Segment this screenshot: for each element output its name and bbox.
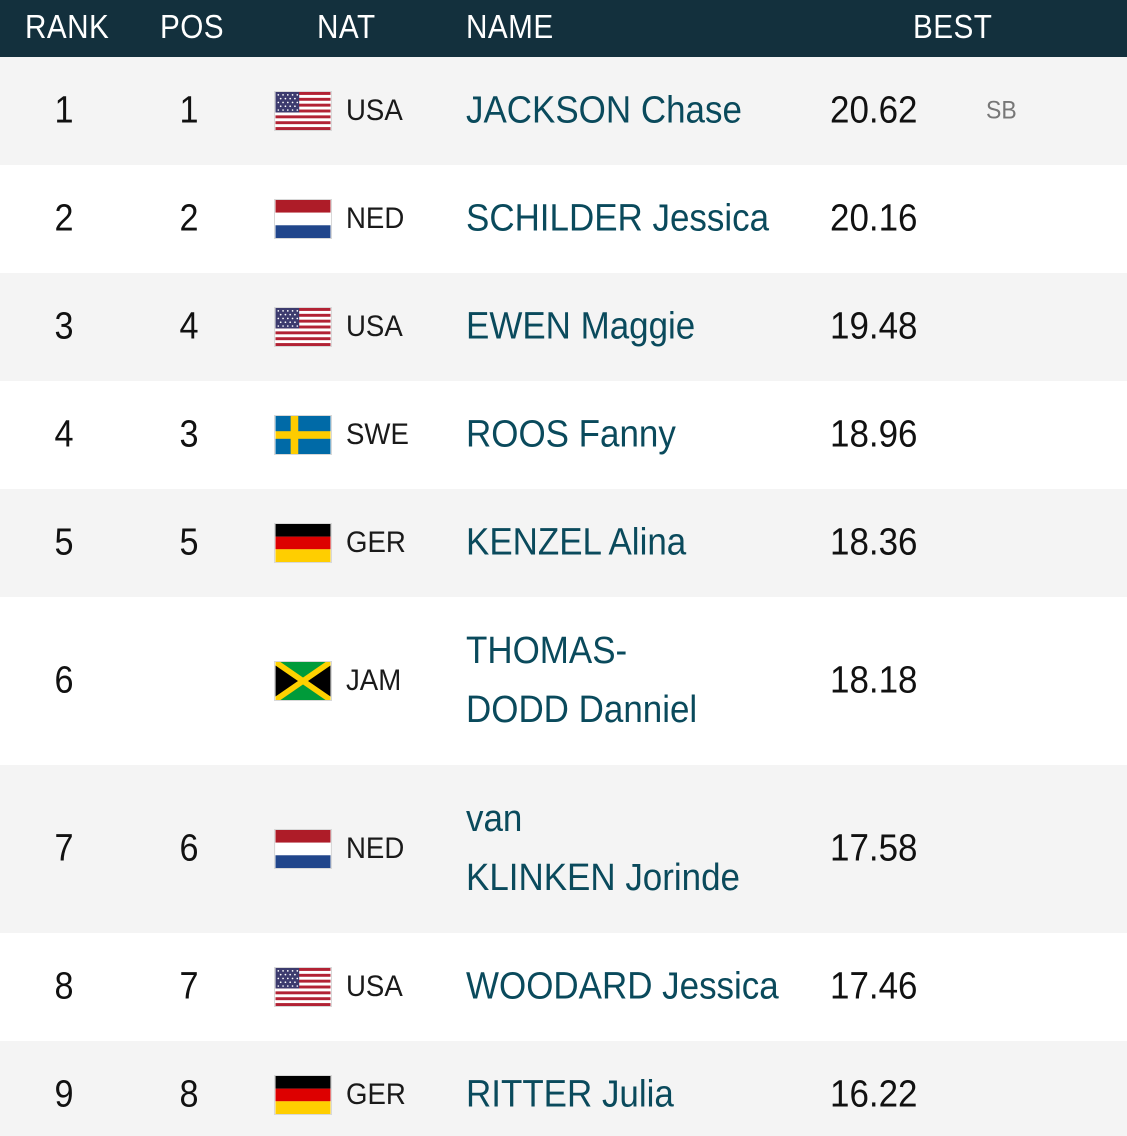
rank-cell: 4 (54, 413, 74, 456)
nat-cell: USA (346, 310, 403, 343)
pos-cell: 8 (179, 1073, 199, 1116)
athlete-name-link[interactable]: SCHILDER Jessica (466, 197, 770, 240)
pos-cell: 1 (179, 89, 199, 132)
usa-flag-icon (274, 91, 332, 131)
table-row[interactable]: 4 3 SWE ROOS Fanny 18.96 (0, 381, 1127, 489)
pos-cell: 3 (179, 413, 199, 456)
athlete-name-link[interactable]: ROOS Fanny (466, 413, 676, 456)
nat-cell: JAM (346, 664, 402, 697)
best-mark: 18.96 (830, 413, 918, 456)
rank-cell: 2 (54, 197, 74, 240)
pos-cell: 2 (179, 197, 199, 240)
header-name[interactable]: NAME (466, 8, 554, 45)
best-mark: 19.48 (830, 305, 918, 348)
athlete-name-link[interactable]: JACKSON Chase (466, 89, 742, 132)
best-mark: 17.58 (830, 827, 918, 870)
table-row[interactable]: 2 2 NED SCHILDER Jessica 20.16 (0, 165, 1127, 273)
header-nat[interactable]: NAT (317, 8, 376, 45)
table-row[interactable]: 7 6 NED van KLINKEN Jorinde 17.58 (0, 765, 1127, 933)
rank-cell: 5 (54, 521, 74, 564)
rank-cell: 6 (54, 659, 74, 702)
rank-cell: 3 (54, 305, 74, 348)
table-row[interactable]: 9 8 GER RITTER Julia 16.22 (0, 1041, 1127, 1136)
rank-cell: 7 (54, 827, 74, 870)
table-row[interactable]: 3 4 USA EWEN Maggie 19.48 (0, 273, 1127, 381)
pos-cell: 6 (179, 827, 199, 870)
pos-cell: 4 (179, 305, 199, 348)
table-row[interactable]: 6 JAM THOMAS- DODD Danniel 18.18 (0, 597, 1127, 765)
best-mark: 18.18 (830, 659, 918, 702)
pos-cell: 5 (179, 521, 199, 564)
rank-cell: 9 (54, 1073, 74, 1116)
netherlands-flag-icon (274, 199, 332, 239)
table-row[interactable]: 1 1 USA JACKSON Chase 20.62 SB (0, 57, 1127, 165)
header-best[interactable]: BEST (913, 8, 993, 45)
table-header: RANK POS NAT NAME BEST (0, 0, 1127, 57)
sweden-flag-icon (274, 415, 332, 455)
best-mark: 20.62 (830, 89, 918, 132)
best-mark: 18.36 (830, 521, 918, 564)
athlete-name-link[interactable]: EWEN Maggie (466, 305, 696, 348)
header-rank[interactable]: RANK (25, 8, 110, 45)
nat-cell: USA (346, 970, 403, 1003)
germany-flag-icon (274, 1075, 332, 1115)
nat-cell: USA (346, 94, 403, 127)
table-row[interactable]: 8 7 USA WOODARD Jessica 17.46 (0, 933, 1127, 1041)
athlete-name-link[interactable]: WOODARD Jessica (466, 965, 779, 1008)
nat-cell: NED (346, 202, 405, 235)
nat-cell: GER (346, 1078, 406, 1111)
nat-cell: GER (346, 526, 406, 559)
pos-cell: 7 (179, 965, 199, 1008)
athlete-name-link[interactable]: RITTER Julia (466, 1073, 674, 1116)
jamaica-flag-icon (274, 661, 332, 701)
netherlands-flag-icon (274, 829, 332, 869)
athlete-name-link[interactable]: van KLINKEN Jorinde (466, 798, 740, 899)
best-mark: 20.16 (830, 197, 918, 240)
record-badge: SB (986, 96, 1017, 125)
nat-cell: SWE (346, 418, 409, 451)
germany-flag-icon (274, 523, 332, 563)
nat-cell: NED (346, 832, 405, 865)
athlete-name-link[interactable]: KENZEL Alina (466, 521, 687, 564)
best-mark: 16.22 (830, 1073, 918, 1116)
usa-flag-icon (274, 307, 332, 347)
table-row[interactable]: 5 5 GER KENZEL Alina 18.36 (0, 489, 1127, 597)
usa-flag-icon (274, 967, 332, 1007)
rank-cell: 1 (54, 89, 74, 132)
header-pos[interactable]: POS (160, 8, 225, 45)
athlete-name-link[interactable]: THOMAS- DODD Danniel (466, 630, 698, 731)
best-mark: 17.46 (830, 965, 918, 1008)
rank-cell: 8 (54, 965, 74, 1008)
